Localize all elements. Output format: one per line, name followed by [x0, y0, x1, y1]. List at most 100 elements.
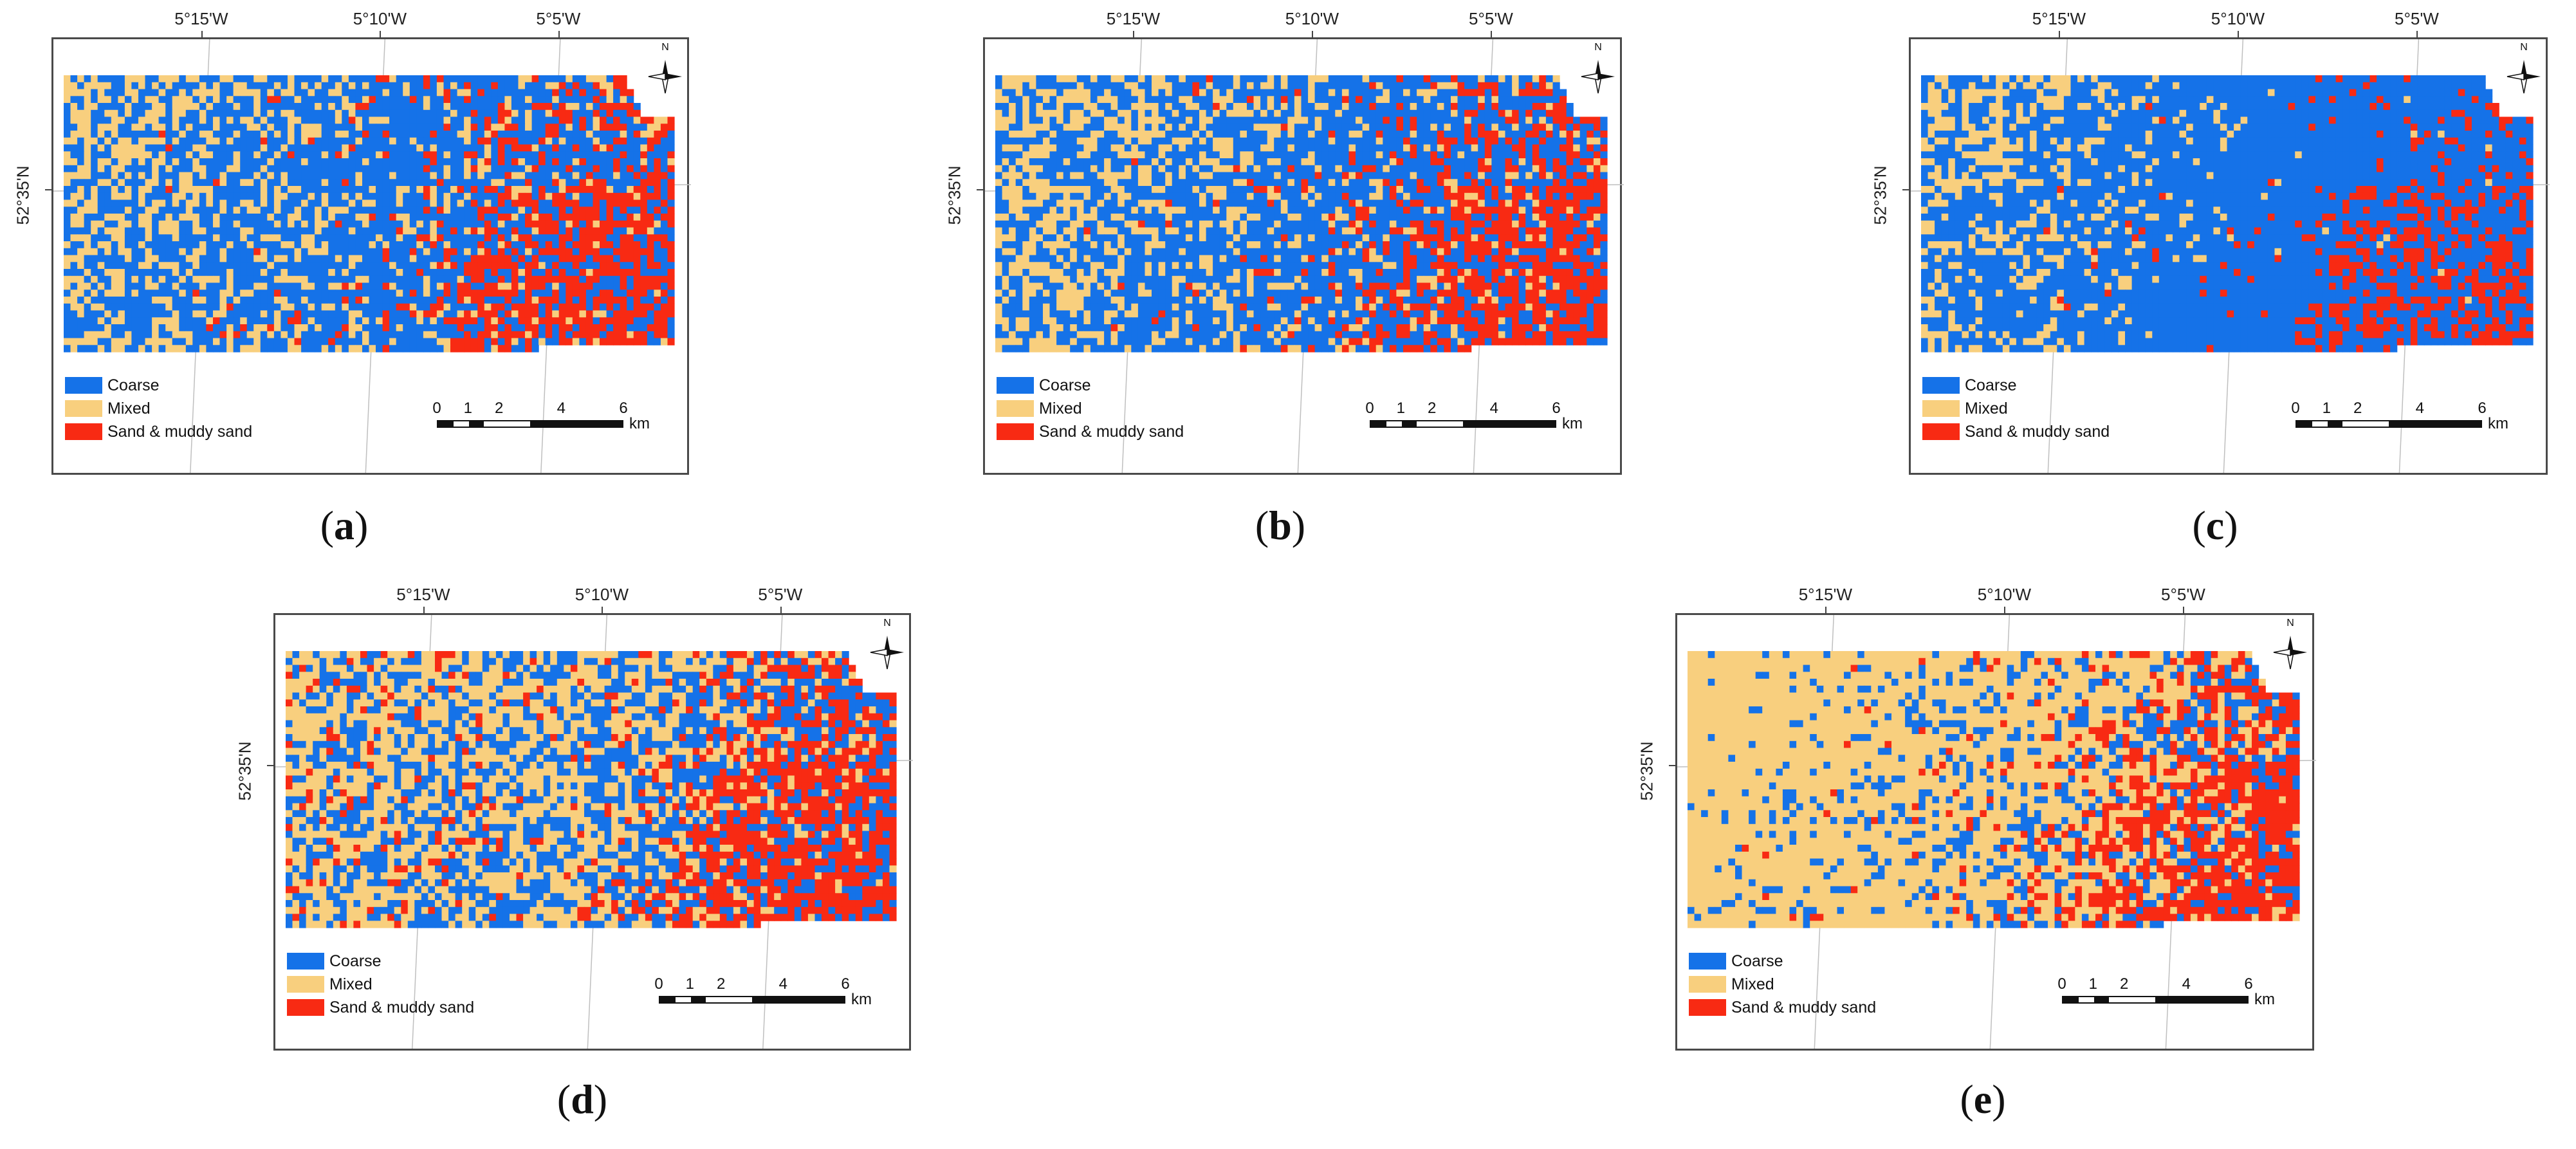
- raster-cell: [91, 172, 98, 179]
- raster-cell: [552, 255, 560, 262]
- raster-cell: [1206, 82, 1213, 90]
- raster-cell: [308, 214, 315, 221]
- raster-cell: [1362, 137, 1370, 145]
- raster-cell: [1118, 116, 1125, 124]
- raster-cell: [1491, 82, 1499, 90]
- raster-cell: [1348, 109, 1356, 118]
- raster-cell: [1118, 109, 1125, 118]
- raster-cell: [436, 282, 444, 290]
- raster-cell: [111, 227, 118, 235]
- raster-cell: [470, 109, 478, 118]
- raster-cell: [667, 241, 675, 249]
- raster-cell: [640, 255, 648, 262]
- raster-cell: [1172, 82, 1179, 90]
- raster-cell: [430, 214, 437, 221]
- raster-cell: [1471, 179, 1478, 187]
- raster-cell: [403, 109, 410, 118]
- raster-cell: [1274, 172, 1282, 179]
- raster-cell: [1090, 82, 1098, 90]
- raster-cell: [240, 96, 248, 104]
- raster-cell: [1566, 158, 1574, 166]
- raster-cell: [253, 96, 261, 104]
- raster-cell: [104, 282, 112, 290]
- raster-cell: [77, 290, 85, 297]
- raster-cell: [995, 179, 1003, 187]
- raster-cell: [328, 116, 336, 124]
- raster-cell: [355, 207, 363, 214]
- raster-cell: [1015, 165, 1023, 173]
- raster-cell: [179, 116, 187, 124]
- raster-cell: [213, 116, 221, 124]
- raster-cell: [403, 345, 410, 353]
- raster-cell: [579, 317, 587, 325]
- raster-cell: [654, 165, 661, 173]
- raster-cell: [497, 179, 505, 187]
- raster-cell: [267, 82, 275, 90]
- raster-cell: [301, 282, 309, 290]
- raster-cell: [1137, 158, 1146, 166]
- raster-cell: [219, 137, 227, 145]
- raster-cell: [246, 234, 254, 242]
- raster-cell: [219, 262, 227, 270]
- raster-cell: [335, 262, 342, 270]
- raster-cell: [545, 96, 553, 104]
- raster-cell: [124, 248, 132, 256]
- raster-cell: [1124, 89, 1132, 97]
- raster-cell: [1240, 158, 1247, 166]
- raster-cell: [552, 172, 560, 179]
- raster-cell: [457, 248, 465, 256]
- raster-cell: [511, 75, 519, 83]
- raster-cell: [118, 75, 125, 83]
- raster-cell: [206, 75, 214, 83]
- raster-cell: [396, 207, 403, 214]
- raster-cell: [585, 241, 593, 249]
- raster-cell: [1478, 96, 1486, 104]
- raster-cell: [199, 131, 207, 138]
- raster-cell: [97, 144, 105, 152]
- raster-cell: [70, 186, 78, 194]
- raster-cell: [566, 165, 573, 173]
- raster-cell: [1240, 75, 1247, 83]
- raster-cell: [1287, 151, 1295, 159]
- raster-cell: [328, 158, 336, 166]
- raster-cell: [185, 345, 193, 353]
- raster-cell: [470, 297, 478, 304]
- raster-cell: [443, 89, 451, 97]
- raster-cell: [1593, 137, 1601, 145]
- raster-cell: [1383, 131, 1390, 138]
- raster-cell: [355, 137, 363, 145]
- raster-cell: [1219, 165, 1227, 173]
- raster-cell: [1396, 109, 1404, 118]
- raster-cell: [253, 317, 261, 325]
- raster-cell: [409, 227, 417, 235]
- raster-cell: [416, 262, 424, 270]
- raster-cell: [91, 82, 98, 90]
- raster-cell: [423, 192, 430, 201]
- raster-cell: [97, 227, 105, 235]
- raster-cell: [566, 227, 573, 235]
- raster-cell: [301, 131, 309, 138]
- raster-cell: [430, 103, 437, 111]
- raster-cell: [315, 317, 322, 325]
- raster-cell: [335, 255, 342, 262]
- raster-cell: [246, 179, 254, 187]
- raster-cell: [91, 109, 98, 118]
- raster-cell: [450, 124, 458, 131]
- raster-cell: [396, 310, 403, 318]
- raster-cell: [233, 82, 241, 90]
- raster-cell: [633, 338, 641, 345]
- raster-cell: [620, 186, 627, 194]
- raster-cell: [1423, 172, 1431, 179]
- raster-cell: [172, 96, 179, 104]
- raster-cell: [288, 331, 295, 339]
- raster-cell: [1301, 116, 1309, 124]
- raster-cell: [470, 192, 478, 201]
- raster-cell: [267, 137, 275, 145]
- raster-cell: [1015, 75, 1023, 83]
- raster-cell: [1070, 172, 1078, 179]
- raster-cell: [572, 324, 580, 332]
- raster-cell: [627, 282, 634, 290]
- raster-cell: [199, 310, 207, 318]
- raster-cell: [389, 297, 397, 304]
- raster-cell: [423, 131, 430, 138]
